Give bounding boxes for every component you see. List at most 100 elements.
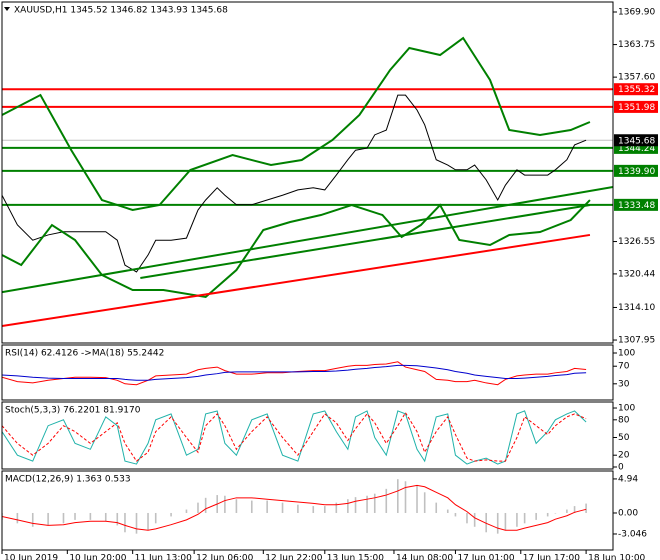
histogram-bar: [435, 502, 438, 513]
y-tick-label: 1326.55: [618, 237, 655, 247]
histogram-bar: [297, 504, 299, 513]
x-tick-label: 10 Jun 2019: [4, 554, 58, 560]
histogram-bar: [585, 503, 587, 513]
panel-title: MACD(12,26,9) 1.363 0.533: [5, 475, 131, 485]
level-label-box: [614, 100, 658, 113]
x-tick-label: 12 Jun 22:00: [265, 554, 322, 560]
histogram-bar: [385, 488, 388, 513]
histogram-bar: [147, 512, 149, 531]
series-line: [140, 204, 591, 280]
histogram-bar: [31, 512, 34, 527]
x-tick-label: 10 Jun 20:00: [69, 554, 126, 560]
histogram-bar: [373, 493, 376, 513]
histogram-bar: [266, 500, 268, 513]
histogram-bar: [423, 492, 426, 513]
histogram-bar: [446, 509, 449, 513]
y-tick-label: 1314.10: [618, 303, 655, 313]
histogram-bar: [504, 512, 507, 531]
histogram-bar: [323, 506, 326, 513]
histogram-bar: [281, 502, 284, 513]
menu-arrow: [4, 7, 10, 11]
x-tick-label: 11 Jun 13:00: [135, 554, 192, 560]
histogram-bar: [573, 506, 576, 513]
histogram-bar: [170, 512, 172, 517]
histogram-bar: [135, 512, 138, 534]
level-label: 1355.32: [618, 85, 655, 95]
histogram-bar: [347, 499, 349, 513]
series-line: [2, 410, 587, 465]
series-line: [2, 199, 591, 299]
y-tick-label: -3.046: [618, 529, 647, 539]
level-label-box: [614, 164, 658, 177]
histogram-bar: [224, 495, 226, 513]
y-tick-label: 0: [618, 462, 624, 472]
level-label: 1351.98: [618, 103, 655, 113]
histogram-bar: [74, 512, 76, 520]
level-label-box: [614, 198, 658, 211]
histogram-bar: [235, 499, 238, 513]
histogram-bar: [454, 512, 457, 517]
panel: [2, 410, 587, 465]
panel-frame: [1, 401, 614, 470]
y-tick-label: 4.94: [618, 474, 638, 484]
histogram-bar: [516, 512, 518, 527]
histogram-bar: [185, 509, 188, 513]
y-tick-label: 1363.75: [618, 40, 655, 50]
y-tick-label: 0.00: [618, 508, 638, 518]
y-tick-label: 1307.95: [618, 336, 655, 346]
histogram-bar: [335, 502, 338, 513]
histogram-bar: [546, 512, 549, 517]
panel-title: XAUUSD,H1 1345.52 1346.82 1343.93 1345.6…: [14, 6, 228, 16]
y-tick-label: 100: [618, 349, 635, 359]
x-tick-label: 17 Jun 01:00: [457, 554, 514, 560]
x-tick-label: 13 Jun 15:00: [327, 554, 384, 560]
bid-label-box: [614, 134, 658, 147]
series-line: [2, 364, 587, 381]
histogram-bar: [47, 512, 49, 526]
panel-frame: [1, 1, 614, 344]
histogram-bar: [535, 512, 537, 520]
histogram-bar: [116, 512, 119, 526]
histogram-bar: [89, 512, 92, 520]
bid-label: 1345.68: [618, 136, 655, 146]
histogram-bar: [523, 512, 526, 524]
level-label: 1339.90: [618, 167, 655, 177]
histogram-bar: [354, 497, 357, 513]
panel-title: RSI(14) 62.4126 ->MA(18) 55.2442: [5, 349, 164, 359]
histogram-bar: [250, 500, 253, 513]
histogram-bar: [496, 512, 499, 534]
series-line: [2, 233, 591, 327]
histogram-bar: [466, 512, 468, 524]
panel-frame: [1, 470, 614, 551]
series-line: [2, 36, 591, 212]
y-tick-label: 100: [618, 404, 635, 414]
level-label-box: [614, 83, 658, 96]
x-tick-label: 14 Jun 08:00: [396, 554, 453, 560]
level-label: 1344.24: [618, 144, 655, 154]
series-line: [2, 94, 587, 273]
panel-title: Stoch(5,3,3) 76.2201 81.9170: [5, 406, 141, 416]
histogram-bar: [554, 512, 557, 514]
histogram-bar: [416, 485, 418, 513]
histogram-bar: [124, 512, 126, 533]
y-tick-label: 30: [618, 379, 630, 389]
y-tick-label: 1357.60: [618, 73, 655, 83]
histogram-bar: [404, 481, 407, 513]
y-tick-label: 20: [618, 451, 630, 461]
panel: [2, 36, 613, 327]
x-tick-label: 17 Jun 17:00: [523, 554, 580, 560]
series-line: [2, 484, 587, 531]
histogram-bar: [62, 512, 65, 524]
histogram-bar: [366, 495, 368, 513]
histogram-bar: [485, 512, 487, 533]
panel-frame: [1, 344, 614, 401]
series-line: [2, 361, 587, 386]
panel: [2, 361, 587, 386]
histogram-bar: [16, 512, 19, 524]
x-tick-label: 18 Jun 10:00: [588, 554, 645, 560]
y-tick-label: 1320.44: [618, 269, 655, 279]
histogram-bar: [312, 506, 315, 513]
histogram-bar: [154, 512, 157, 524]
